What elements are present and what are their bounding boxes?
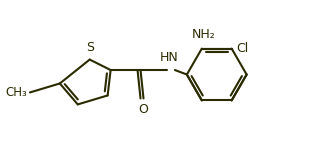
Text: HN: HN [159,51,178,64]
Text: S: S [87,41,94,54]
Text: NH₂: NH₂ [192,28,215,41]
Text: CH₃: CH₃ [5,86,27,99]
Text: O: O [138,103,149,116]
Text: Cl: Cl [236,42,248,55]
